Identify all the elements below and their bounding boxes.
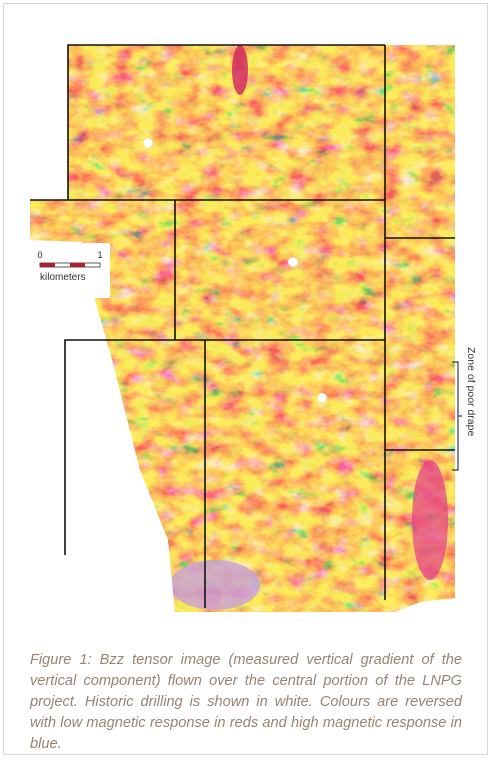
magnetic-map (0, 0, 493, 640)
scale-unit: kilometers (40, 272, 86, 283)
page: 0 1 kilometers Zone of poor drape Figure… (0, 0, 493, 760)
scale-start: 0 (37, 250, 42, 260)
map-figure: 0 1 kilometers Zone of poor drape (0, 0, 493, 640)
drape-annotation: Zone of poor drape (465, 347, 477, 436)
figure-caption: Figure 1: Bzz tensor image (measured ver… (30, 650, 462, 755)
scale-end: 1 (97, 250, 102, 260)
